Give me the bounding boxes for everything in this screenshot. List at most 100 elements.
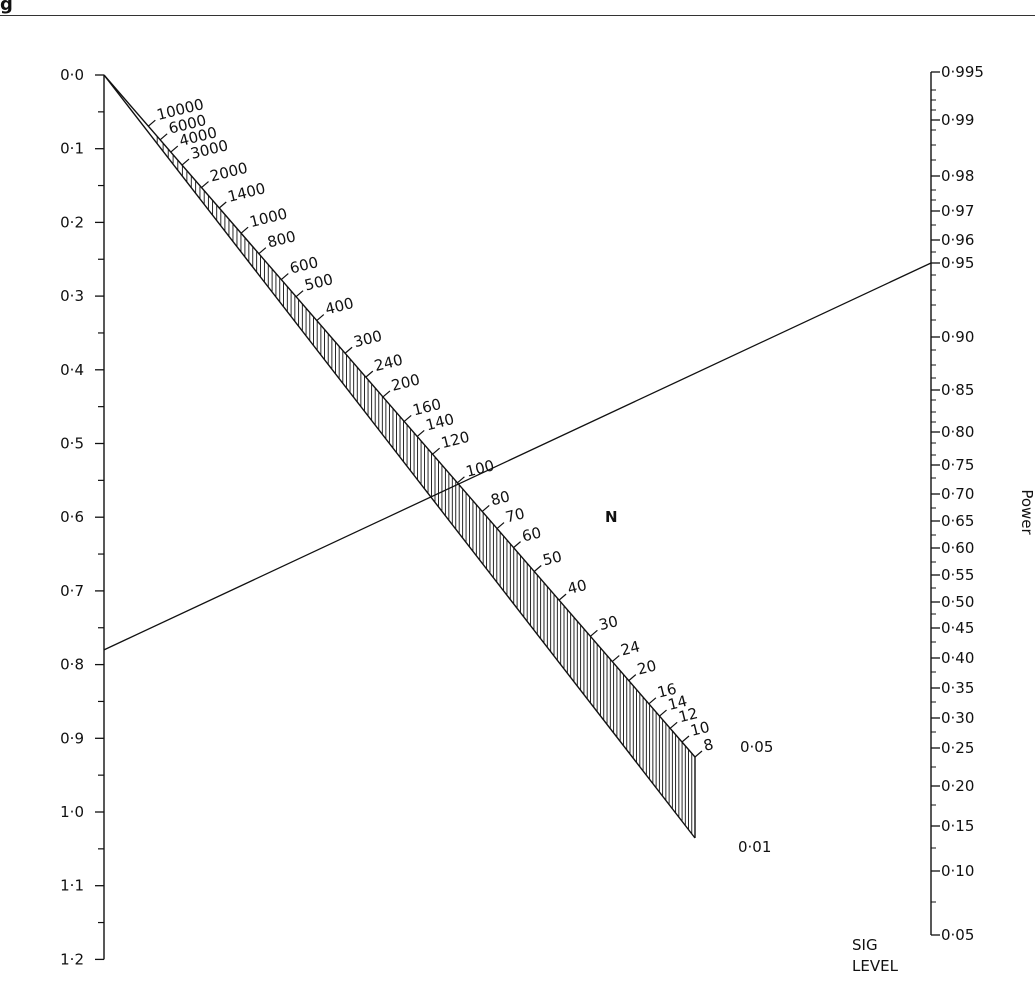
n-scale-tick: [611, 655, 620, 662]
n-scale-tick: [240, 226, 249, 234]
n-scale-tick: [344, 346, 353, 354]
n-scale-tick: [648, 697, 657, 705]
header-glyph: g: [0, 0, 13, 15]
power-axis-tick-label: 0·25: [941, 739, 974, 757]
n-scale-lower-edge: [103, 74, 696, 839]
n-scale-tick-label: 1000: [248, 204, 289, 231]
n-scale: 1000060004000300020001400100080060050040…: [103, 74, 716, 839]
n-scale-tick-label: 14: [666, 692, 689, 714]
power-axis-tick-label: 0·995: [941, 63, 984, 81]
power-axis-tick-label: 0·96: [941, 231, 974, 249]
n-scale-tick: [316, 314, 325, 321]
n-scale-tick: [280, 273, 289, 281]
power-axis-tick-label: 0·40: [941, 649, 974, 667]
n-scale-tick: [403, 415, 412, 422]
power-axis-tick-label: 0·55: [941, 566, 974, 584]
left-axis-tick-label: 0·4: [60, 361, 84, 379]
power-axis: 0·995 0·99 0·98 0·97 0·96 0·95 0·90 0·85 0·80 0·7…: [930, 63, 984, 944]
left-axis-tick-label: 0·9: [60, 729, 84, 747]
power-axis-tick-label: 0·20: [941, 777, 974, 795]
n-scale-tick: [533, 565, 542, 572]
n-scale-tick: [628, 674, 637, 682]
n-scale-tick: [170, 145, 179, 153]
power-axis-tick-label: 0·95: [941, 254, 974, 272]
n-scale-tick: [416, 430, 425, 437]
left-axis: 0·0 0·1 0·2 0·3 0·4 0·5 0·6 0·7 0·8 0·9 1·0 1·1 1·2: [60, 66, 105, 968]
sig-level-label-line2: LEVEL: [852, 957, 899, 975]
n-scale-tick-label: 120: [439, 428, 471, 452]
left-axis-tick-label: 0·7: [60, 582, 84, 600]
power-axis-tick-label: 0·65: [941, 512, 974, 530]
power-axis-tick-label: 0·90: [941, 328, 974, 346]
n-scale-tick: [147, 119, 156, 127]
n-scale-tick-label: 10: [689, 718, 712, 740]
power-axis-tick-label: 0·35: [941, 679, 974, 697]
n-scale-tick: [496, 522, 505, 529]
n-scale-tick-label: 300: [352, 327, 384, 351]
left-axis-tick-label: 1·0: [60, 803, 84, 821]
n-scale-label: N: [605, 508, 618, 526]
n-scale-tick-label: 20: [635, 656, 658, 678]
n-scale-tick-label: 80: [489, 487, 512, 509]
power-axis-tick-label: 0·05: [941, 926, 974, 944]
n-scale-tick: [669, 721, 678, 729]
example-line: [103, 262, 932, 651]
example-line-group: [103, 262, 932, 651]
n-scale-tick-label: 500: [303, 270, 335, 294]
left-axis-tick-label: 0·5: [60, 435, 84, 453]
left-axis-tick-label: 0·2: [60, 213, 84, 231]
left-axis-tick-label: 1·1: [60, 877, 84, 895]
n-scale-tick: [295, 290, 304, 298]
n-scale-tick-label: 30: [597, 612, 620, 634]
power-axis-tick-label: 0·10: [941, 862, 974, 880]
n-scale-tick-label: 16: [656, 680, 679, 702]
left-axis-tick-label: 0·6: [60, 508, 84, 526]
power-axis-tick-label: 0·30: [941, 709, 974, 727]
n-scale-tick-label: 8: [702, 735, 716, 755]
n-scale-tick: [558, 593, 567, 601]
n-scale-tick: [513, 541, 521, 549]
n-scale-tick: [258, 247, 267, 255]
n-scale-tick-label: 240: [372, 351, 404, 375]
left-axis-tick-label: 0·3: [60, 287, 84, 305]
n-scale-tick-label: 60: [520, 523, 543, 545]
n-scale-tick: [590, 629, 598, 637]
top-rule: [0, 15, 1035, 16]
left-axis-tick-label: 1·2: [60, 950, 84, 968]
n-scale-tick: [382, 390, 391, 398]
power-axis-tick-label: 0·70: [941, 485, 974, 503]
n-scale-upper-edge: [103, 74, 696, 758]
power-axis-tick-label: 0·97: [941, 202, 974, 220]
n-scale-tick-label: 24: [619, 637, 642, 659]
n-scale-tick-label: 1400: [226, 179, 267, 206]
n-scale-tick: [159, 133, 168, 141]
power-axis-tick-label: 0·15: [941, 817, 974, 835]
sig-level-0-01-label: 0·01: [738, 838, 771, 856]
sig-level-label-line1: SIG: [852, 936, 878, 954]
n-scale-tick: [694, 750, 703, 758]
n-scale-tick: [201, 181, 209, 188]
power-axis-tick-label: 0·50: [941, 593, 974, 611]
n-scale-tick-label: 400: [323, 294, 355, 318]
n-scale-tick: [481, 505, 490, 512]
n-scale-tick-label: 50: [541, 547, 564, 569]
power-axis-tick-label: 0·45: [941, 619, 974, 637]
power-axis-tick-label: 0·80: [941, 423, 974, 441]
n-scale-tick-label: 12: [677, 704, 700, 726]
power-axis-tick-label: 0·99: [941, 111, 974, 129]
sig-level-0-05-label: 0·05: [740, 738, 773, 756]
n-scale-tick: [365, 370, 374, 378]
n-scale-tick-label: 2000: [208, 159, 249, 186]
power-axis-tick-label: 0·98: [941, 167, 974, 185]
n-scale-tick: [181, 158, 190, 166]
n-scale-tick: [218, 201, 227, 209]
power-axis-label: Power: [1018, 489, 1035, 535]
n-scale-tick-label: 70: [504, 504, 527, 526]
n-scale-tick: [432, 447, 440, 455]
n-scale-tick: [681, 735, 690, 743]
n-scale-tick-label: 800: [265, 227, 297, 251]
left-axis-tick-label: 0·0: [60, 66, 84, 84]
left-axis-tick-label: 0·1: [60, 140, 84, 158]
power-axis-tick-label: 0·60: [941, 539, 974, 557]
